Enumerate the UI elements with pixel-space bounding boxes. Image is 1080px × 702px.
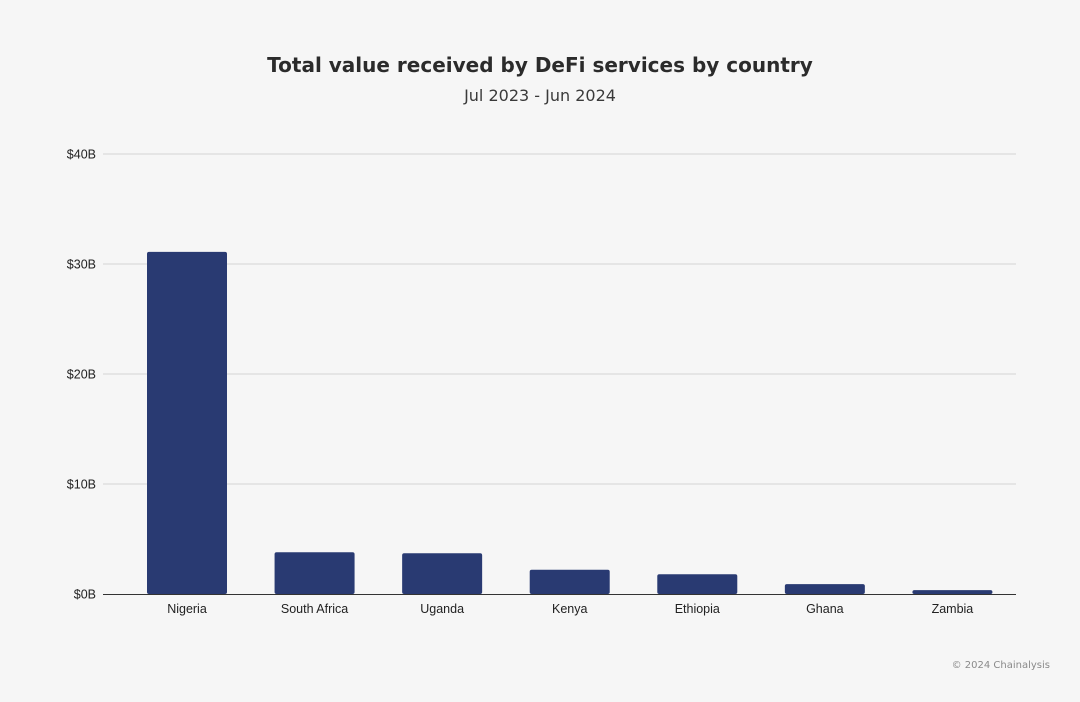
bar xyxy=(529,569,610,594)
x-tick-label: Ghana xyxy=(806,602,844,616)
bar xyxy=(912,590,993,594)
chart-title: Total value received by DeFi services by… xyxy=(267,53,813,77)
bars xyxy=(147,251,993,594)
chart-subtitle: Jul 2023 - Jun 2024 xyxy=(464,86,616,105)
bar xyxy=(784,584,865,594)
y-tick-label: $30B xyxy=(67,258,96,272)
x-tick-label: Ethiopia xyxy=(675,602,720,616)
y-axis-tick-labels: $0B $10B $20B $30B $40B xyxy=(67,148,96,602)
x-tick-label: Nigeria xyxy=(167,602,207,616)
x-tick-label: Zambia xyxy=(932,602,974,616)
bar xyxy=(402,553,483,594)
gridlines xyxy=(103,153,1016,485)
x-tick-label: Uganda xyxy=(420,602,464,616)
y-tick-label: $40B xyxy=(67,148,96,162)
bar xyxy=(657,574,738,594)
bar xyxy=(274,552,355,594)
copyright-notice: © 2024 Chainalysis xyxy=(951,660,1050,671)
x-axis-tick-labels: Nigeria South Africa Uganda Kenya Ethiopia Gh… xyxy=(167,602,973,616)
x-tick-label: Kenya xyxy=(552,602,587,616)
y-tick-label: $10B xyxy=(67,478,96,492)
bar xyxy=(147,251,227,594)
y-tick-label: $0B xyxy=(74,588,96,602)
x-tick-label: South Africa xyxy=(281,602,348,616)
y-tick-label: $20B xyxy=(67,368,96,382)
